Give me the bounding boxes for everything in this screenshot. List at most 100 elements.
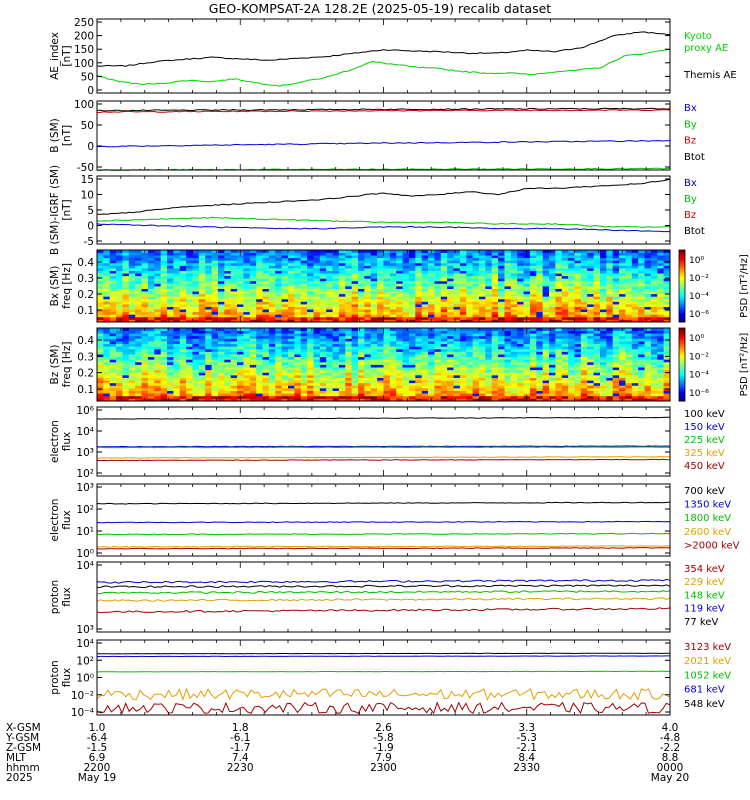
heatmap-cell bbox=[351, 338, 359, 342]
colorbar-segment bbox=[679, 304, 685, 307]
heatmap-cell bbox=[262, 291, 270, 295]
heatmap-cell bbox=[205, 380, 212, 384]
heatmap-cell bbox=[345, 328, 353, 332]
heatmap-cell bbox=[179, 268, 187, 271]
heatmap-cell bbox=[97, 280, 104, 284]
heatmap-cell bbox=[345, 387, 353, 391]
heatmap-cell bbox=[154, 252, 162, 256]
heatmap-cell bbox=[377, 250, 384, 253]
heatmap-cell bbox=[447, 257, 454, 261]
heatmap-cell bbox=[319, 395, 327, 399]
heatmap-cell bbox=[625, 250, 633, 253]
heatmap-cell bbox=[262, 314, 270, 318]
heatmap-cell bbox=[249, 374, 257, 378]
heatmap-cell bbox=[459, 304, 467, 307]
heatmap-cell bbox=[619, 306, 626, 310]
heatmap-cell bbox=[262, 364, 270, 368]
heatmap-cell bbox=[268, 301, 276, 305]
heatmap-cell bbox=[606, 306, 614, 310]
heatmap-cell bbox=[300, 356, 308, 360]
heatmap-cell bbox=[332, 262, 340, 266]
heatmap-cell bbox=[154, 328, 162, 332]
heatmap-cell bbox=[415, 280, 423, 284]
heatmap-cell bbox=[116, 288, 123, 292]
heatmap-cell bbox=[498, 293, 505, 297]
heatmap-cell bbox=[536, 364, 544, 368]
heatmap-cell bbox=[205, 343, 212, 347]
heatmap-cell bbox=[383, 291, 391, 295]
heatmap-cell bbox=[657, 268, 665, 271]
heatmap-cell bbox=[300, 311, 308, 315]
heatmap-cell bbox=[198, 298, 206, 302]
heatmap-cell bbox=[205, 288, 212, 292]
heatmap-cell bbox=[504, 328, 512, 332]
heatmap-cell bbox=[103, 293, 111, 297]
heatmap-cell bbox=[542, 354, 550, 358]
heatmap-cell bbox=[154, 291, 162, 295]
heatmap-cell bbox=[529, 270, 537, 274]
heatmap-cell bbox=[447, 304, 454, 307]
heatmap-cell bbox=[428, 278, 435, 282]
heatmap-cell bbox=[599, 257, 607, 261]
heatmap-cell bbox=[281, 385, 289, 389]
heatmap-cell bbox=[128, 296, 136, 300]
heatmap-cell bbox=[504, 309, 512, 313]
heatmap-cell bbox=[173, 361, 181, 365]
heatmap-cell bbox=[338, 333, 346, 337]
heatmap-cell bbox=[383, 306, 391, 310]
heatmap-cell bbox=[147, 309, 155, 313]
heatmap-cell bbox=[294, 330, 302, 334]
heatmap-cell bbox=[459, 369, 467, 373]
heatmap-cell bbox=[198, 330, 206, 334]
heatmap-cell bbox=[332, 260, 340, 264]
heatmap-cell bbox=[402, 296, 410, 300]
heatmap-cell bbox=[217, 361, 225, 365]
heatmap-cell bbox=[256, 338, 263, 342]
heatmap-cell bbox=[345, 260, 353, 264]
heatmap-cell bbox=[135, 387, 142, 391]
heatmap-cell bbox=[109, 351, 117, 355]
heatmap-cell bbox=[307, 252, 314, 256]
heatmap-cell bbox=[434, 343, 442, 347]
heatmap-cell bbox=[447, 288, 454, 292]
heatmap-cell bbox=[466, 288, 474, 292]
heatmap-cell bbox=[402, 364, 410, 368]
heatmap-cell bbox=[103, 346, 111, 350]
heatmap-cell bbox=[141, 361, 149, 365]
heatmap-cell bbox=[383, 273, 391, 277]
heatmap-cell bbox=[396, 346, 403, 350]
heatmap-cell bbox=[192, 398, 200, 402]
heatmap-cell bbox=[491, 395, 499, 399]
heatmap-cell bbox=[606, 283, 614, 287]
heatmap-cell bbox=[370, 301, 378, 305]
heatmap-cell bbox=[625, 298, 633, 302]
heatmap-cell bbox=[154, 359, 162, 363]
heatmap-cell bbox=[128, 314, 136, 318]
heatmap-cell bbox=[288, 361, 295, 365]
heatmap-cell bbox=[262, 343, 270, 347]
heatmap-cell bbox=[472, 293, 480, 297]
heatmap-cell bbox=[281, 262, 289, 266]
heatmap-cell bbox=[167, 293, 174, 297]
heatmap-cell bbox=[249, 346, 257, 350]
heatmap-cell bbox=[510, 280, 518, 284]
heatmap-cell bbox=[485, 372, 493, 376]
heatmap-cell bbox=[141, 265, 149, 269]
heatmap-cell bbox=[319, 309, 327, 313]
heatmap-cell bbox=[109, 270, 117, 274]
heatmap-cell bbox=[631, 273, 639, 277]
heatmap-cell bbox=[580, 293, 588, 297]
heatmap-cell bbox=[249, 372, 257, 376]
heatmap-cell bbox=[281, 359, 289, 363]
heatmap-cell bbox=[466, 296, 474, 300]
heatmap-cell bbox=[434, 301, 442, 305]
heatmap-cell bbox=[517, 351, 524, 355]
heatmap-cell bbox=[179, 330, 187, 334]
heatmap-cell bbox=[173, 270, 181, 274]
heatmap-cell bbox=[307, 354, 314, 358]
heatmap-cell bbox=[167, 354, 174, 358]
heatmap-cell bbox=[141, 377, 149, 381]
heatmap-cell bbox=[447, 377, 454, 381]
heatmap-cell bbox=[116, 338, 123, 342]
heatmap-cell bbox=[198, 382, 206, 386]
